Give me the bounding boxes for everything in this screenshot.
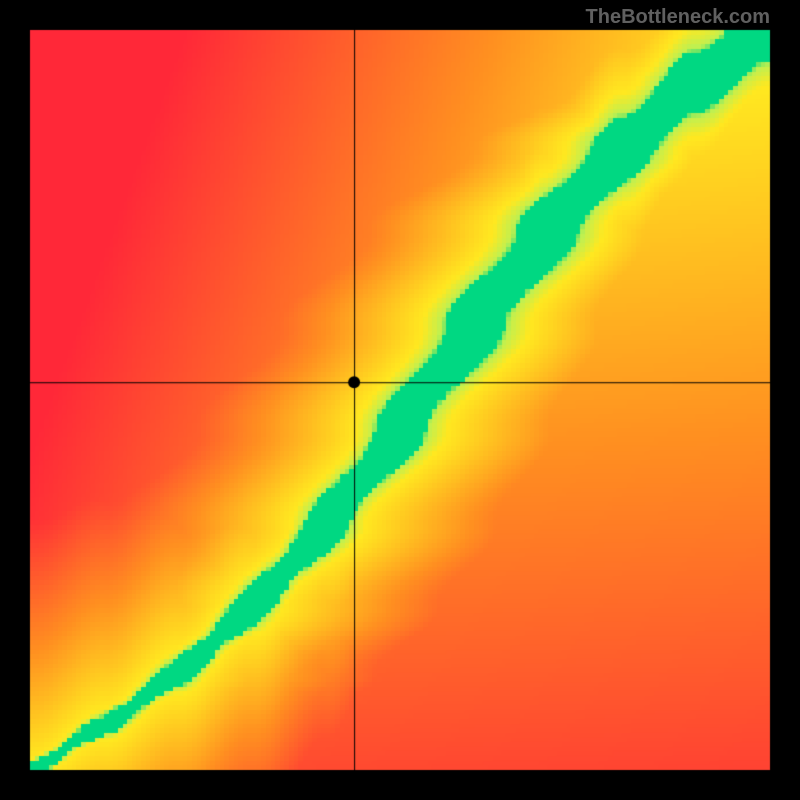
watermark-text: TheBottleneck.com [586,6,770,29]
chart-container: TheBottleneck.com [0,0,800,800]
bottleneck-heatmap [0,0,800,800]
